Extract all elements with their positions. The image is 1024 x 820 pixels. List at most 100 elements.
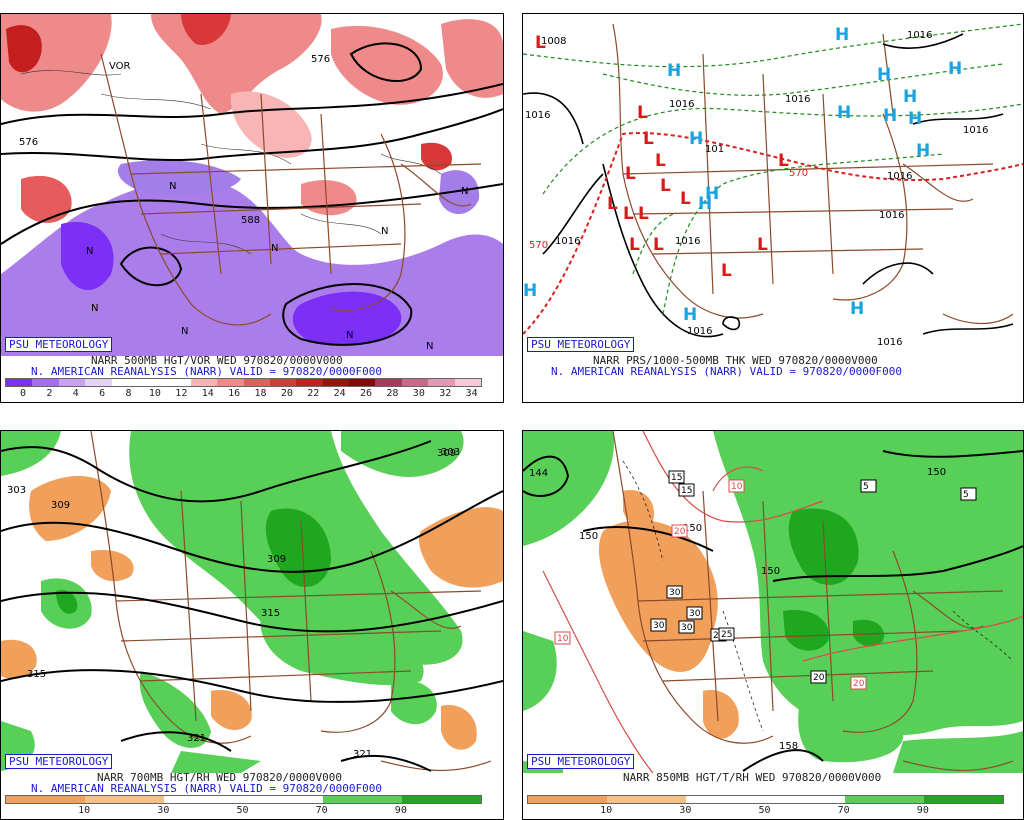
pressure-label: 1016 [785, 94, 810, 105]
colorbar-swatch [111, 379, 138, 386]
low-marker: L [655, 151, 666, 171]
low-marker: L [643, 129, 654, 149]
vorticity-colorbar [5, 378, 482, 387]
temperature-label-box [678, 620, 695, 634]
colorbar-swatch [607, 796, 687, 803]
colorbar-swatch [428, 379, 455, 386]
colorbar-swatch [322, 796, 402, 803]
colorbar-swatch [375, 379, 402, 386]
temperature-label: 15 [681, 486, 692, 496]
temperature-label: 30 [689, 609, 701, 619]
colorbar-swatch [137, 379, 165, 386]
high-marker: H [916, 141, 930, 161]
panel-valid-line: N. AMERICAN REANALYSIS (NARR) VALID = 97… [31, 365, 382, 378]
contour-label: N [461, 186, 468, 197]
psu-meteorology-label: PSU METEOROLOGY [5, 337, 113, 352]
high-marker: H [667, 61, 681, 81]
low-marker: L [778, 151, 789, 171]
temperature-label-box [850, 676, 867, 690]
high-marker: H [523, 281, 537, 301]
colorbar-swatch [269, 379, 297, 386]
colorbar-swatch [349, 379, 376, 386]
vorticity-map: 576 588 576 N N N N N N N N N VOR [1, 14, 503, 356]
colorbar-tick-label: 50 [758, 805, 771, 816]
temperature-label-box [860, 479, 877, 493]
high-marker: H [689, 129, 703, 149]
contour-label: 321 [353, 749, 372, 760]
low-marker: L [625, 164, 636, 184]
colorbar-tick-label: 70 [837, 805, 850, 816]
high-marker: H [948, 59, 962, 79]
colorbar-swatch [243, 796, 323, 803]
temperature-label: 5 [863, 482, 869, 492]
panel-title-line: NARR 850MB HGT/T/RH WED 970820/0000V000 [623, 771, 882, 784]
contour-label: 309 [267, 554, 286, 565]
contour-label: N [271, 243, 278, 254]
pressure-label: 1016 [963, 125, 988, 136]
contour-label: N [169, 181, 176, 192]
low-marker: L [653, 235, 664, 255]
pressure-label: 1016 [887, 171, 912, 182]
colorbar-tick-label: 34 [465, 388, 478, 399]
colorbar-tick-label: 4 [72, 388, 79, 399]
pressure-label: 1016 [907, 30, 932, 41]
contour-label: 315 [27, 669, 46, 680]
pressure-label: 1016 [877, 337, 902, 348]
contour-label: 150 [579, 531, 598, 542]
high-marker: H [835, 25, 849, 45]
panel-title-line: NARR 500MB HGT/VOR WED 970820/0000V000 [91, 354, 343, 367]
colorbar-tick-label: 28 [386, 388, 399, 399]
contour-label: 576 [19, 137, 38, 148]
colorbar-swatch [6, 796, 86, 803]
panel-850mb-temp-rh: 144 150 150 150 150 158 15 15 10 20 10 25 30 30… [522, 430, 1024, 820]
pressure-label: 1016 [687, 326, 712, 337]
contour-label: N [86, 246, 93, 257]
low-marker: L [660, 176, 671, 196]
temperature-label: 20 [813, 673, 825, 683]
temperature-label-box [678, 483, 695, 497]
colorbar-tick-label: 8 [125, 388, 132, 399]
temperature-label-box [666, 585, 683, 599]
temperature-label: 10 [731, 482, 743, 492]
pressure-labels: 1008 1016 1016 1016 1016 1016 1016 1016 … [525, 30, 988, 348]
colorbar-tick-label: 16 [228, 388, 241, 399]
colorbar-swatch [844, 796, 924, 803]
colorbar-swatch [765, 796, 845, 803]
colorbar-tick-label: 30 [412, 388, 425, 399]
panel-700mb-rh: 303 309 309 309 315 315 321 321 303 PSU … [0, 430, 504, 820]
temperature-label: 20 [674, 527, 686, 537]
colorbar-tick-label: 10 [78, 805, 91, 816]
low-marker: L [680, 189, 691, 209]
low-pressure-markers: L L L L L L L L L L L L L L L [535, 33, 789, 281]
panel-valid-line: N. AMERICAN REANALYSIS (NARR) VALID = 97… [31, 782, 382, 795]
colorbar-tick-label: 70 [315, 805, 328, 816]
thickness-label: 570 [789, 168, 808, 179]
rh700-map: 303 309 309 309 315 315 321 321 303 [1, 431, 503, 773]
contour-label: 309 [51, 500, 70, 511]
colorbar-swatch [58, 379, 86, 386]
contour-label: 158 [779, 741, 798, 752]
colorbar-swatch [528, 796, 608, 803]
colorbar-tick-label: 20 [280, 388, 293, 399]
rh850-map: 144 150 150 150 150 158 15 15 10 20 10 25 30 30… [523, 431, 1023, 774]
colorbar-swatch [686, 796, 766, 803]
colorbar-swatch [6, 379, 33, 386]
contour-label: 303 [7, 485, 26, 496]
pressure-map: H H H H H H H H H H H H H H H L L L L L … [523, 23, 1023, 348]
temperature-label-box [671, 524, 688, 538]
colorbar-tick-label: 10 [600, 805, 613, 816]
pressure-label: 1008 [541, 36, 566, 47]
colorbar-tick-label: 10 [148, 388, 161, 399]
temperature-label: 30 [669, 588, 681, 598]
colorbar-tick-label: 90 [916, 805, 929, 816]
colorbar-swatch [217, 379, 244, 386]
low-marker: L [607, 194, 618, 214]
colorbar-tick-label: 14 [201, 388, 214, 399]
temperature-labels: 1515102010253030302530202055 [554, 470, 977, 690]
panel-pressure-thickness: H H H H H H H H H H H H H H H L L L L L … [522, 13, 1024, 403]
colorbar-swatch [190, 379, 218, 386]
high-marker: H [850, 299, 864, 319]
contour-labels: 576 588 576 N N N N N N N N N VOR [19, 54, 468, 352]
colorbar-swatch [923, 796, 1004, 803]
colorbar-tick-label: 30 [157, 805, 170, 816]
